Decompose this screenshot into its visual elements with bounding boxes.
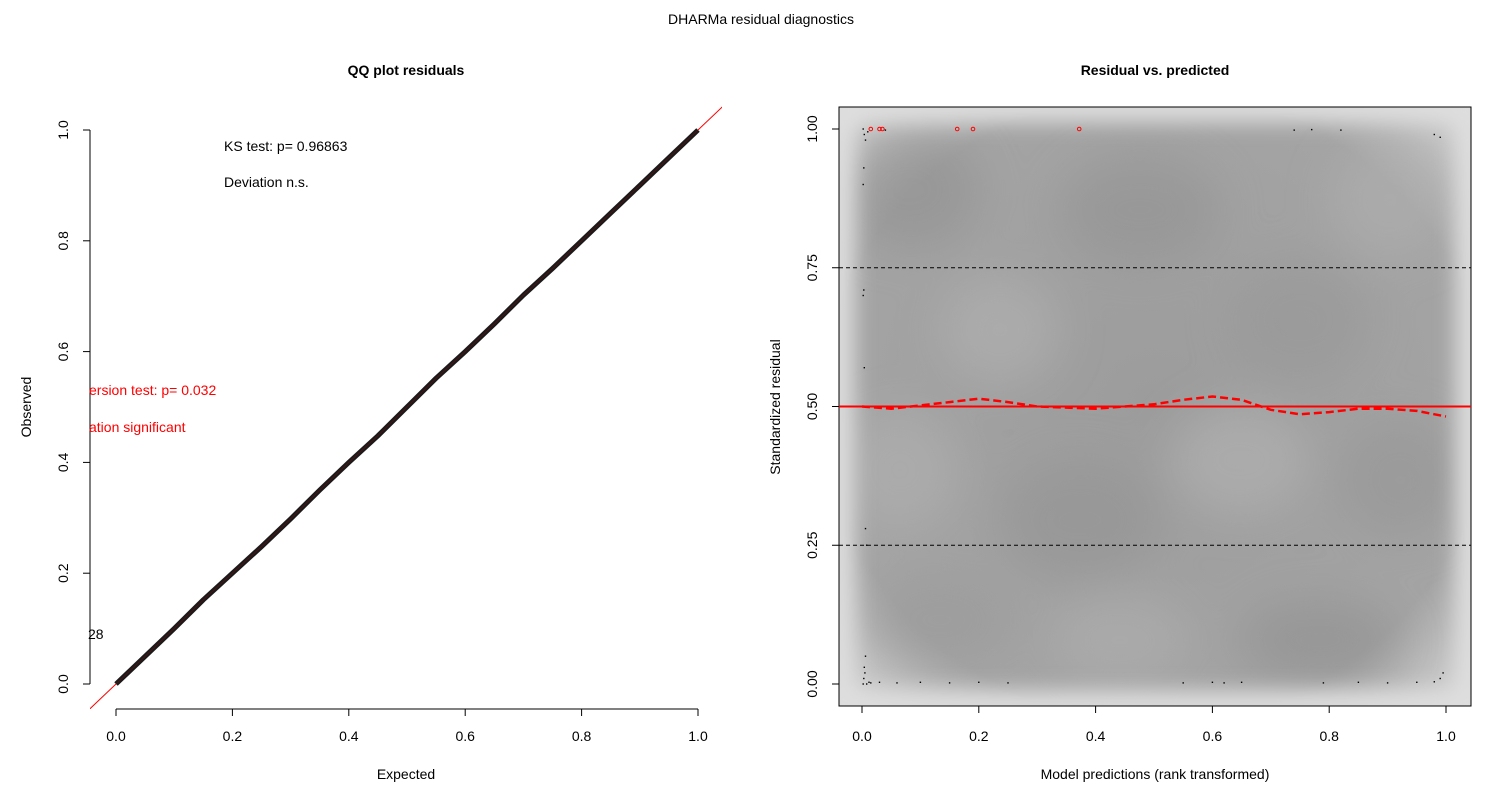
qq-x-tick-label: 0.0: [106, 728, 126, 744]
residual-point: [978, 681, 980, 683]
residual-point: [863, 677, 865, 680]
ks-test-annotation: KS test: p= 0.96863: [224, 138, 348, 154]
outlier-point: [1076, 126, 1082, 132]
residual-x-tick-label: 1.0: [1436, 728, 1456, 744]
residual-point: [1311, 128, 1313, 131]
outlier-point: [868, 126, 874, 132]
residual-vs-predicted-panel: Residual vs. predicted 0.00 0.25 0.50 0.75 1…: [767, 62, 1472, 782]
qq-y-tick-label: 0.4: [55, 452, 71, 472]
residual-point: [866, 544, 868, 546]
residual-point: [870, 682, 872, 684]
qq-residual-inner-line: [115, 129, 699, 685]
qq-plot-title: QQ plot residuals: [348, 62, 465, 78]
residual-point: [1182, 682, 1184, 684]
outlier-point: [970, 126, 976, 132]
residual-point: [884, 129, 887, 131]
residual-point: [866, 683, 868, 685]
residual-point: [1416, 681, 1418, 683]
ks-deviation-annotation: Deviation n.s.: [224, 174, 309, 190]
residual-point: [862, 294, 864, 297]
outlier-point: [954, 126, 960, 132]
qq-x-tick-label: 0.6: [455, 728, 475, 744]
residual-x-axis: 0.0 0.2 0.4 0.6 0.8 1.0: [852, 705, 1456, 744]
outlier-point: [877, 126, 882, 132]
residual-x-tick-label: 0.6: [1203, 728, 1223, 744]
residual-point: [864, 655, 867, 657]
residual-point: [919, 681, 922, 683]
residual-y-axis-label: Standardized residual: [767, 339, 783, 474]
residual-point: [878, 681, 881, 683]
quantile-regression-curve: [861, 395, 1447, 418]
residual-point: [862, 183, 864, 186]
qq-annotations: KS test: p= 0.96863 Deviation n.s. ersio…: [88, 138, 348, 642]
qq-x-axis: 0.0 0.2 0.4 0.6 0.8 1.0: [106, 708, 708, 744]
residual-y-tick-label: 0.00: [804, 670, 820, 697]
residual-point: [868, 681, 870, 683]
qq-y-axis-label: Observed: [18, 377, 34, 438]
residual-x-tick-label: 0.4: [1086, 728, 1106, 744]
residual-point: [863, 133, 865, 136]
qq-x-tick-label: 1.0: [688, 728, 708, 744]
residual-point: [863, 367, 865, 369]
residual-y-tick-label: 1.00: [804, 115, 820, 142]
figure-suptitle: DHARMa residual diagnostics: [668, 11, 854, 27]
residual-y-axis: 0.00 0.25 0.50 0.75 1.00: [804, 115, 840, 698]
residual-point: [1240, 681, 1243, 683]
qq-x-tick-label: 0.4: [339, 728, 359, 744]
residual-point: [862, 683, 864, 685]
qq-y-tick-label: 1.0: [55, 120, 71, 140]
residual-y-tick-label: 0.50: [804, 393, 820, 420]
residual-point: [1340, 129, 1342, 131]
qq-y-tick-label: 0.0: [55, 674, 71, 694]
outlier-test-annotation: 28: [88, 626, 104, 642]
residual-point: [948, 682, 951, 684]
qq-y-tick-label: 0.2: [55, 563, 71, 583]
dispersion-deviation-annotation: ation significant: [89, 419, 186, 435]
residual-point: [1386, 682, 1389, 684]
residual-point: [863, 289, 865, 291]
residual-y-tick-label: 0.75: [804, 254, 820, 281]
residual-point: [1439, 677, 1441, 680]
residual-point: [864, 672, 866, 674]
residual-plot-title: Residual vs. predicted: [1081, 62, 1230, 78]
outlier-points: [868, 126, 1082, 132]
qq-y-axis: 0.0 0.2 0.4 0.6 0.8 1.0: [55, 120, 91, 694]
residual-x-tick-label: 0.8: [1319, 728, 1339, 744]
residual-point: [1433, 133, 1435, 136]
residual-point: [864, 527, 867, 530]
residual-x-axis-label: Model predictions (rank transformed): [1041, 766, 1270, 782]
qq-y-tick-label: 0.8: [55, 231, 71, 251]
residual-point: [1322, 682, 1325, 684]
residual-x-tick-label: 0.2: [969, 728, 989, 744]
residual-point: [1007, 682, 1009, 684]
residual-point: [1223, 682, 1225, 684]
qq-residual-series: [114, 128, 700, 686]
residual-point: [1211, 681, 1214, 683]
residual-point: [1439, 136, 1441, 138]
residual-points: [862, 128, 1444, 685]
qq-x-tick-label: 0.8: [572, 728, 592, 744]
residual-point: [1293, 129, 1295, 131]
dispersion-test-annotation: ersion test: p= 0.032: [89, 382, 216, 398]
residual-point: [862, 128, 864, 130]
residual-y-tick-label: 0.25: [804, 531, 820, 558]
qq-x-axis-label: Expected: [377, 766, 435, 782]
residual-x-tick-label: 0.0: [852, 728, 872, 744]
residual-point: [896, 682, 898, 684]
residual-point: [1442, 672, 1444, 674]
qq-x-tick-label: 0.2: [223, 728, 243, 744]
residual-point: [863, 666, 865, 668]
residual-point: [863, 167, 865, 169]
qq-y-tick-label: 0.6: [55, 342, 71, 362]
residual-point: [867, 131, 869, 133]
outlier-point: [880, 126, 885, 132]
qq-plot-panel: QQ plot residuals 0.0 0.2 0.4 0.6 0.8 1.0 0.0…: [18, 62, 722, 782]
quantile-reference-lines: [839, 267, 1471, 546]
residual-point: [864, 139, 867, 141]
residual-point: [1357, 681, 1360, 683]
residual-point: [1433, 681, 1435, 683]
